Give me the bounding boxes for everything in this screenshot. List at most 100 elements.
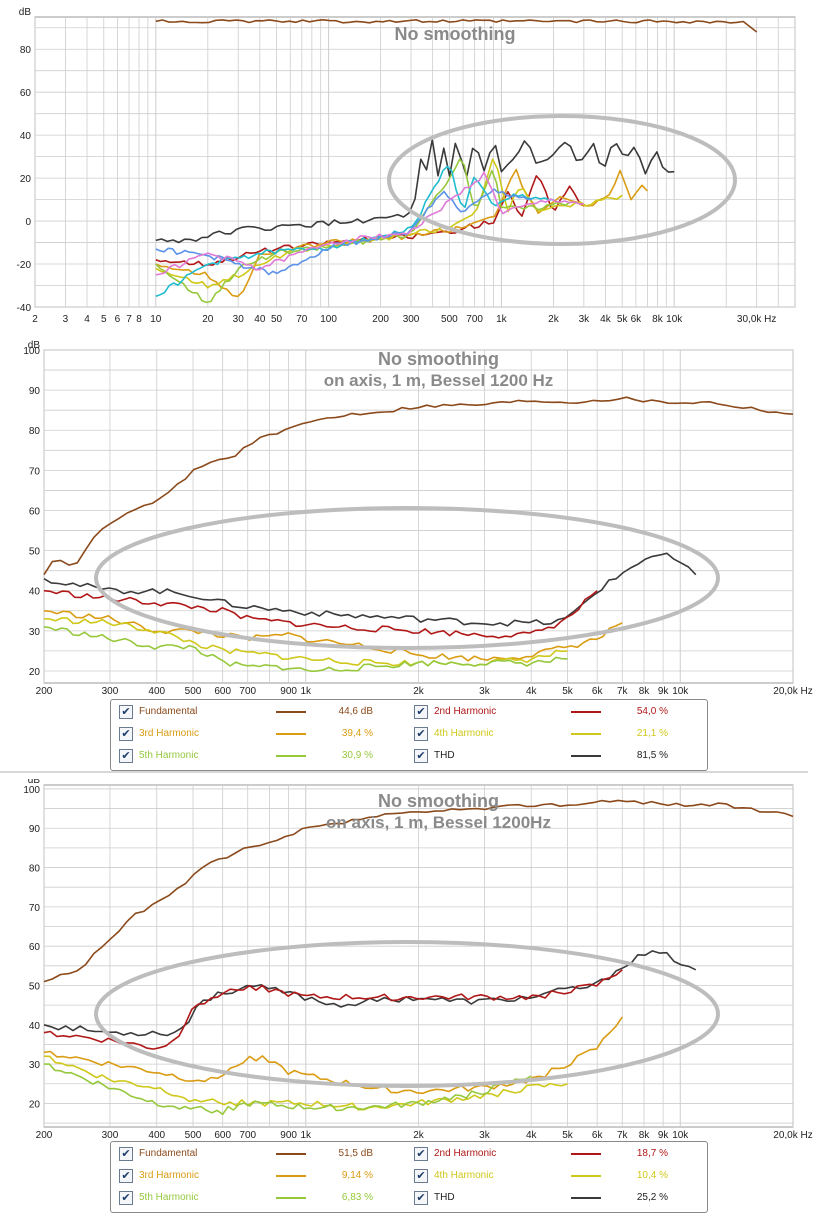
chart-3: 100 90 80 70 60 50 40 30 20 dB 200 300 400 500 600 700 9…	[23, 775, 812, 1141]
legend-row: ✔ Fundamental 51,5 dB ✔ 2nd Harmonic 18,7 %	[111, 1143, 707, 1165]
legend-swatch-thd	[571, 755, 601, 757]
x-tick-label: 700	[239, 1130, 256, 1139]
y-tick-label: 50	[29, 547, 41, 558]
highlight-ellipse	[387, 114, 737, 246]
x-tick-label: 6	[115, 314, 121, 325]
x-tick-label: 10	[150, 314, 162, 325]
chart-panel-2: 100 90 80 70 60 50 40 30 20 dB 200 300 400 500 600 700 9…	[0, 340, 823, 772]
legend-checkbox-h2[interactable]: ✔	[414, 1147, 428, 1161]
x-tick-label: 300	[102, 1130, 119, 1139]
series-line-fundamental	[43, 799, 794, 983]
y-tick-label: 40	[29, 1021, 41, 1032]
y-axis-label: dB	[28, 779, 41, 786]
y-tick-label: 70	[29, 466, 41, 477]
x-tick-label: 3	[63, 314, 69, 325]
legend-value-h2: 18,7 %	[636, 1148, 668, 1159]
x-tick-label: 300	[102, 686, 119, 697]
x-tick-label: 700	[466, 314, 483, 325]
series-line-h4	[43, 1055, 568, 1111]
y-tick-label: -20	[17, 260, 32, 271]
x-tick-label: 40	[254, 314, 266, 325]
y-tick-label: 40	[29, 587, 41, 598]
legend-value-h2: 54,0 %	[636, 706, 668, 717]
legend-row: ✔ 5th Harmonic 30,9 % ✔ THD 81,5 %	[111, 745, 707, 767]
legend-row: ✔ Fundamental 44,6 dB ✔ 2nd Harmonic 54,0 %	[111, 701, 707, 723]
series-line-thd	[43, 552, 697, 627]
legend-checkbox-h5[interactable]: ✔	[119, 1191, 133, 1205]
grid	[34, 17, 796, 308]
x-tick-label: 30,0k Hz	[737, 314, 776, 325]
legend-swatch-fundamental	[276, 1153, 306, 1155]
x-tick-label: 2	[32, 314, 38, 325]
legend-row: ✔ 3rd Harmonic 9,14 % ✔ 4th Harmonic 10,4 %	[111, 1165, 707, 1187]
legend-checkbox-fundamental[interactable]: ✔	[119, 1147, 133, 1161]
y-tick-label: 30	[29, 1060, 41, 1071]
legend-checkbox-h3[interactable]: ✔	[119, 1169, 133, 1183]
x-tick-label: 20,0k Hz	[773, 686, 812, 697]
legend-swatch-h4	[571, 1175, 601, 1177]
x-tick-label: 8k	[652, 314, 664, 325]
series-group	[155, 19, 758, 304]
x-tick-label: 10k	[666, 314, 683, 325]
y-tick-label: 60	[29, 506, 41, 517]
series-line-thd	[155, 138, 675, 244]
x-tick-label: 5k	[562, 1130, 574, 1139]
x-tick-label: 20,0k Hz	[773, 1130, 812, 1139]
legend-checkbox-h5[interactable]: ✔	[119, 749, 133, 763]
x-tick-label: 7	[126, 314, 132, 325]
x-tick-label: 2k	[413, 1130, 425, 1139]
y-axis-label: dB	[28, 340, 41, 351]
x-tick-label: 900	[280, 686, 297, 697]
series-line-h3	[43, 610, 623, 662]
x-tick-label: 5k	[617, 314, 629, 325]
x-tick-label: 70	[296, 314, 308, 325]
y-tick-label: 70	[29, 903, 41, 914]
x-tick-label: 50	[271, 314, 283, 325]
legend-swatch-h3	[276, 733, 306, 735]
x-tick-label: 8	[136, 314, 142, 325]
series-line-h5	[43, 626, 568, 673]
chart-panel-1: 80 60 40 20 0 -20 -40 dB 2 3 4 5 6 7 8 10 20 30 40 50 70 100 2…	[0, 0, 823, 330]
y-axis-label: dB	[19, 7, 32, 18]
x-tick-label: 200	[36, 686, 53, 697]
y-tick-label: 90	[29, 824, 41, 835]
series-line-fundamental	[43, 396, 794, 576]
legend-checkbox-fundamental[interactable]: ✔	[119, 705, 133, 719]
legend-2: ✔ Fundamental 44,6 dB ✔ 2nd Harmonic 54,0 % ✔ 3…	[110, 699, 708, 771]
x-tick-label: 4k	[526, 686, 538, 697]
series-line-h2	[43, 969, 623, 1050]
y-tick-label: 20	[29, 1099, 41, 1110]
chart-title: No smoothing	[378, 349, 499, 369]
x-tick-label: 7k	[617, 686, 629, 697]
x-tick-label: 8k	[639, 1130, 651, 1139]
series-line-h5	[155, 158, 571, 304]
legend-value-fundamental: 51,5 dB	[338, 1148, 373, 1159]
legend-value-thd: 81,5 %	[636, 750, 668, 761]
legend-checkbox-thd[interactable]: ✔	[414, 1191, 428, 1205]
legend-label-h3: 3rd Harmonic	[139, 1170, 200, 1181]
legend-value-fundamental: 44,6 dB	[338, 706, 373, 717]
legend-checkbox-h4[interactable]: ✔	[414, 727, 428, 741]
legend-checkbox-h3[interactable]: ✔	[119, 727, 133, 741]
x-tick-label: 500	[185, 686, 202, 697]
x-tick-label: 5	[101, 314, 107, 325]
x-tick-label: 400	[148, 686, 165, 697]
legend-checkbox-thd[interactable]: ✔	[414, 749, 428, 763]
highlight-ellipse	[94, 506, 720, 650]
legend-value-h5: 30,9 %	[341, 750, 373, 761]
x-tick-label: 1k	[300, 1130, 312, 1139]
series-line-fundamental	[155, 19, 758, 33]
y-tick-label: 80	[29, 864, 41, 875]
legend-label-thd: THD	[434, 750, 455, 761]
y-tick-label: 100	[23, 785, 40, 796]
chart-subtitle: on axis, 1 m, Bessel 1200 Hz	[324, 371, 554, 390]
x-tick-label: 2k	[413, 686, 425, 697]
legend-checkbox-h4[interactable]: ✔	[414, 1169, 428, 1183]
x-tick-label: 200	[372, 314, 389, 325]
legend-checkbox-h2[interactable]: ✔	[414, 705, 428, 719]
y-tick-label: 60	[29, 942, 41, 953]
grid	[43, 785, 794, 1127]
y-tick-label: 100	[23, 346, 40, 357]
x-tick-label: 500	[441, 314, 458, 325]
